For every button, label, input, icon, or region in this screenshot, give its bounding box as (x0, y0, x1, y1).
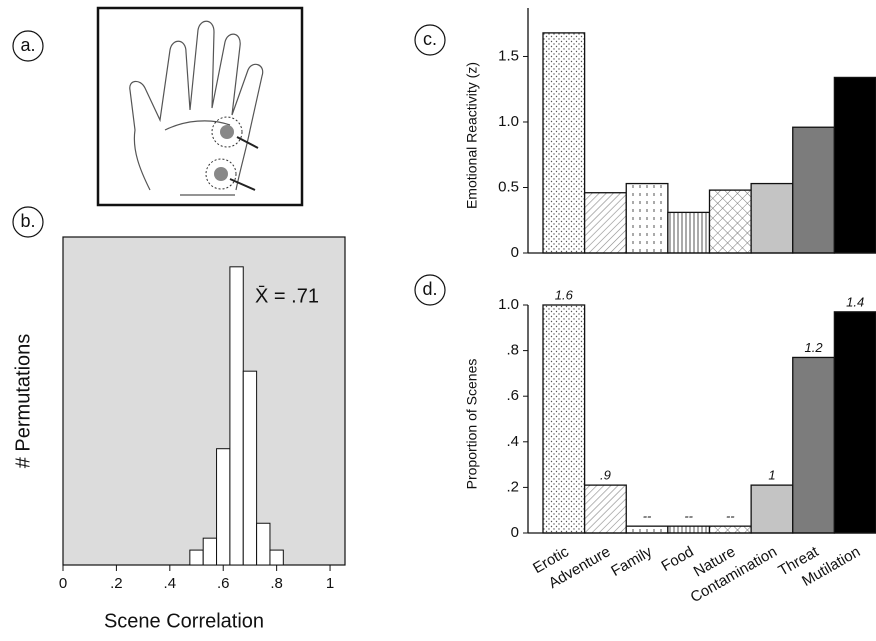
y-tick-label: .4 (506, 433, 519, 450)
bar (793, 127, 835, 253)
y-tick-label: .2 (506, 478, 519, 495)
bar (270, 550, 283, 565)
y-tick-label: 0 (511, 244, 519, 261)
x-tick-label: Family (608, 543, 655, 580)
bar (793, 357, 835, 533)
y-tick-label: 0.5 (498, 178, 519, 195)
bar-annotation: -- (643, 509, 652, 524)
annotation: X̄ = .71 (255, 284, 319, 307)
panel-label: d. (422, 279, 437, 299)
bar-annotation: -- (726, 509, 735, 524)
bar (543, 33, 585, 253)
bar (626, 526, 668, 533)
bar (257, 523, 270, 565)
y-axis-label: Emotional Reactivity (z) (464, 62, 480, 209)
y-tick-label: .8 (506, 342, 519, 359)
bar-annotation: 1.2 (805, 340, 824, 355)
sensor (220, 125, 234, 139)
bar (217, 449, 230, 565)
bar (668, 526, 710, 533)
bar (585, 485, 627, 533)
bar (203, 538, 216, 565)
bar (626, 184, 668, 253)
bar (190, 550, 203, 565)
hand-frame (98, 8, 302, 205)
sensor (214, 167, 228, 181)
figure: a. 0 .2 .4 .6 .8 1 Scene Correlation # Permutat… (0, 0, 876, 636)
bar (751, 184, 793, 253)
bar-annotation: 1.4 (846, 294, 864, 309)
x-tick-label: Food (659, 543, 697, 575)
bar-annotation: .9 (600, 468, 611, 483)
x-tick-label: .2 (110, 575, 123, 592)
bar (243, 371, 256, 565)
y-tick-label: 0 (511, 524, 519, 541)
bar (543, 305, 585, 533)
bar (668, 212, 710, 253)
x-tick-label: 1 (326, 575, 334, 592)
bar (710, 526, 752, 533)
x-tick-label: .8 (270, 575, 283, 592)
bar (834, 312, 876, 533)
y-axis-label: # Permutations (12, 334, 34, 469)
x-axis-label: Scene Correlation (104, 610, 264, 632)
y-tick-label: 1.0 (498, 113, 519, 130)
panel-label: b. (20, 211, 35, 231)
x-tick-label: 0 (59, 575, 67, 592)
y-tick-label: 1.5 (498, 47, 519, 64)
panel-label: a. (20, 35, 35, 55)
y-tick-label: .6 (506, 387, 519, 404)
x-tick-label: .6 (217, 575, 230, 592)
panel-label: c. (423, 29, 437, 49)
bar (585, 193, 627, 253)
bar-annotation: 1.6 (555, 287, 574, 302)
bar-annotation: -- (684, 509, 693, 524)
bar-annotation: 1 (768, 468, 775, 483)
bar (834, 77, 876, 253)
x-tick-label: .4 (164, 575, 177, 592)
bar (710, 190, 752, 253)
y-tick-label: 1.0 (498, 296, 519, 313)
bar (230, 267, 243, 565)
bar (751, 485, 793, 533)
y-axis-label: Proportion of Scenes (464, 359, 480, 490)
